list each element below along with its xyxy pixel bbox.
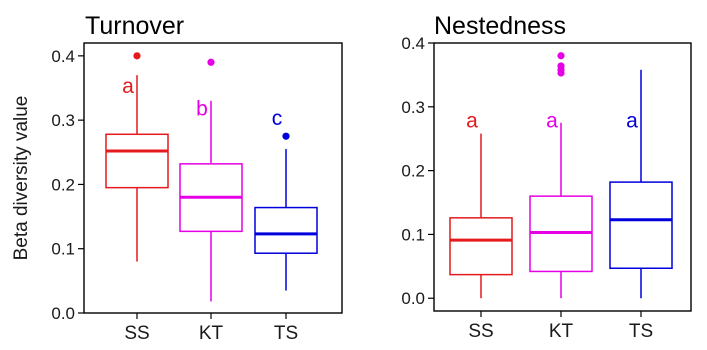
turnover-outlier-point [282, 132, 290, 140]
turnover-box-kt: b [179, 58, 243, 302]
turnover-y-tick-label: 0.2 [51, 175, 75, 194]
nestedness-x-tick-label: SS [468, 321, 493, 342]
turnover-significance-letter: a [122, 75, 134, 98]
nestedness-y-tick-label: 0.4 [401, 34, 425, 53]
turnover-axes: 0.0 0.1 0.2 0.3 0.4 SS KT TS [51, 42, 343, 344]
nestedness-y-tick-label: 0.0 [401, 289, 425, 308]
nestedness-axes: 0.0 0.1 0.2 0.3 0.4 SS KT TS [401, 34, 692, 342]
nestedness-plot-frame [433, 42, 692, 312]
turnover-box-ss: a [105, 52, 169, 262]
turnover-y-tick-label: 0.3 [51, 111, 75, 130]
turnover-x-tick-label: KT [199, 323, 224, 344]
nestedness-outlier-point [557, 62, 565, 70]
nestedness-iqr-box [609, 181, 673, 269]
nestedness-x-tick-label: KT [549, 321, 574, 342]
turnover-panel: Turnover 0.0 0.1 0.2 0.3 0.4 SS KT TS a b c [51, 12, 343, 344]
nestedness-significance-letter: a [546, 110, 558, 133]
turnover-significance-letter: c [272, 107, 283, 130]
nestedness-y-tick-label: 0.3 [401, 98, 425, 117]
nestedness-box-ss: a [449, 110, 513, 299]
turnover-outlier-point [133, 52, 141, 60]
turnover-title: Turnover [85, 12, 184, 40]
turnover-marks: a b c [105, 52, 318, 302]
nestedness-significance-letter: a [466, 110, 478, 133]
nestedness-title: Nestedness [434, 12, 566, 40]
nestedness-outlier-point [557, 52, 565, 60]
turnover-box-ts: c [254, 107, 318, 291]
nestedness-x-tick-label: TS [629, 321, 653, 342]
turnover-outlier-point [207, 58, 215, 66]
nestedness-y-tick-label: 0.2 [401, 162, 425, 181]
turnover-plot-frame [83, 42, 343, 314]
turnover-x-tick-label: SS [124, 323, 149, 344]
turnover-y-tick-label: 0.1 [51, 240, 75, 259]
nestedness-significance-letter: a [626, 110, 638, 133]
nestedness-box-ts: a [609, 69, 673, 299]
nestedness-panel: Nestedness 0.0 0.1 0.2 0.3 0.4 SS KT TS a a a [401, 12, 692, 342]
turnover-iqr-box [254, 206, 318, 254]
turnover-x-tick-label: TS [274, 323, 298, 344]
turnover-y-tick-label: 0.4 [51, 47, 75, 66]
nestedness-iqr-box [449, 217, 513, 276]
turnover-iqr-box [105, 133, 169, 189]
turnover-y-tick-label: 0.0 [51, 304, 75, 323]
turnover-significance-letter: b [196, 97, 208, 120]
nestedness-box-kt: a [529, 52, 593, 299]
y-axis-label: Beta diversity value [11, 96, 32, 261]
nestedness-y-tick-label: 0.1 [401, 225, 425, 244]
